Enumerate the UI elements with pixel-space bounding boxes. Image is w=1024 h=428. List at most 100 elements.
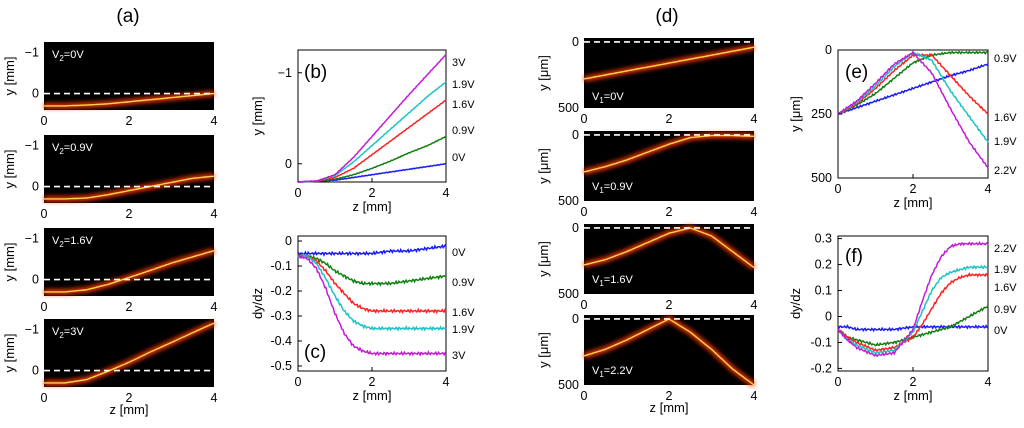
series-line-3V <box>297 253 447 357</box>
image-y-label: y [mm] <box>2 150 17 189</box>
beam-images: V2=0V−100 2 4y [mm]V2=0.9V−100 2 4y [mm]V2=1… <box>2 35 758 417</box>
image-x-tick: 4 <box>751 112 758 126</box>
y-axis-label: y [mm] <box>250 97 265 136</box>
y-tick-label: 0 <box>285 157 292 171</box>
y-tick-label: -0.2 <box>810 361 832 375</box>
series-line-1.6V <box>837 52 989 115</box>
image-y-tick: 500 <box>558 101 579 115</box>
image-y-tick: 500 <box>558 378 579 392</box>
image-y-tick: 0 <box>32 87 39 101</box>
image-x-tick: 0 <box>41 114 48 128</box>
image-x-tick: 4 <box>751 205 758 219</box>
voltage-annotation: V2=3V <box>52 326 84 340</box>
image-y-tick: −1 <box>25 45 39 59</box>
image-y-label: y [μm] <box>536 148 551 184</box>
series-end-label: 1.9V <box>994 264 1017 276</box>
y-tick-label: -0.5 <box>270 359 292 373</box>
voltage-annotation: V1=0.9V <box>592 181 634 195</box>
beam-core <box>583 46 755 80</box>
y-tick-label: -0.3 <box>270 309 292 323</box>
image-y-label: y [μm] <box>536 332 551 368</box>
image-x-tick: 4 <box>751 389 758 403</box>
image-x-tick: 4 <box>211 207 218 221</box>
x-tick-label: 0 <box>295 375 302 389</box>
image-x-tick: 2 <box>126 391 133 405</box>
series-end-label: 0.9V <box>994 304 1017 316</box>
chart-c: 0 2 4 0 -0.1 -0.2 -0.3 -0.4 -0.5 z [mm] dy/dz (c) 0V… <box>250 234 475 403</box>
image-x-tick: 0 <box>581 205 588 219</box>
x-tick-label: 0 <box>835 182 842 196</box>
series-end-label: 1.9V <box>452 324 475 336</box>
series-line-1.6V <box>297 253 447 315</box>
x-tick-label: 4 <box>443 186 450 200</box>
image-y-label: y [mm] <box>2 334 17 373</box>
y-tick-label: -0.1 <box>270 259 292 273</box>
y-tick-label: -0.4 <box>270 334 292 348</box>
image-y-tick: 0 <box>572 221 579 235</box>
image-x-tick: 0 <box>41 300 48 314</box>
y-tick-label: 0.2 <box>815 258 832 272</box>
x-tick-label: 4 <box>985 375 992 389</box>
image-y-tick: 0 <box>572 128 579 142</box>
series-line-0V <box>297 243 447 257</box>
beam-core <box>44 92 215 107</box>
chart-b: 0 2 4 −1 0 z [mm] y [mm] (b) 3V 1.9V 1.6V 0.9V 0V <box>250 49 475 214</box>
x-tick-label: 0 <box>295 186 302 200</box>
panel-label-c: (c) <box>304 342 326 363</box>
image-x-tick: 2 <box>126 114 133 128</box>
x-tick-label: 4 <box>985 182 992 196</box>
image-x-tick: 2 <box>666 112 673 126</box>
image-y-tick: 0 <box>32 364 39 378</box>
image-y-tick: 500 <box>558 287 579 301</box>
a-image-panel: V2=1.6V −1 00 2 4 y [mm] <box>2 228 218 314</box>
image-x-tick: 4 <box>211 114 218 128</box>
x-tick-label: 0 <box>835 375 842 389</box>
voltage-annotation: V2=0.9V <box>52 142 94 156</box>
image-y-label: y [mm] <box>2 57 17 96</box>
beam-core <box>44 175 215 200</box>
y-axis-label: y [μm] <box>788 96 803 132</box>
plot-area <box>297 235 447 372</box>
voltage-annotation: V1=2.2V <box>592 365 634 379</box>
series-line-2.2V <box>837 240 989 358</box>
a-image-panel: V2=0V −1 00 2 4 y [mm] <box>2 42 218 128</box>
voltage-annotation: V1=0V <box>592 91 624 105</box>
x-axis-label: z [mm] <box>353 199 392 214</box>
plot-area <box>837 235 989 372</box>
image-x-label: z [mm] <box>110 402 149 417</box>
y-tick-label: 0 <box>285 234 292 248</box>
voltage-annotation: V1=1.6V <box>592 274 634 288</box>
panel-label-e: (e) <box>845 62 868 83</box>
series-line-2.2V <box>837 49 989 169</box>
series-end-label: 1.6V <box>994 282 1017 294</box>
series-end-label: 0.9V <box>452 125 475 137</box>
x-tick-label: 4 <box>443 375 450 389</box>
series-line-0V <box>837 63 989 115</box>
y-axis-label: dy/dz <box>250 288 265 319</box>
y-tick-label: 0.1 <box>815 284 832 298</box>
y-tick-label: -0.1 <box>810 335 832 349</box>
image-y-tick: 0 <box>572 312 579 326</box>
image-background <box>584 315 754 385</box>
image-x-tick: 2 <box>126 207 133 221</box>
series-end-label: 3V <box>452 57 466 69</box>
y-tick-label: 500 <box>811 171 832 185</box>
image-x-tick: 2 <box>666 205 673 219</box>
x-axis-label: z [mm] <box>894 195 933 210</box>
image-x-tick: 0 <box>581 298 588 312</box>
series-end-label: 2.2V <box>994 243 1017 255</box>
y-tick-label: −1 <box>278 66 292 80</box>
image-x-tick: 4 <box>211 391 218 405</box>
series-line-1.6V <box>837 272 989 352</box>
image-x-tick: 0 <box>581 389 588 403</box>
x-tick-label: 2 <box>369 375 376 389</box>
figure-label-a: (a) <box>116 6 139 27</box>
a-image-panel: V2=3V −1 00 2 4 y [mm] z [mm] <box>2 319 218 417</box>
image-y-label: y [μm] <box>536 55 551 91</box>
y-tick-label: -0.2 <box>270 284 292 298</box>
image-y-label: y [μm] <box>536 241 551 277</box>
line-charts: 0 2 4 −1 0 z [mm] y [mm] (b) 3V 1.9V 1.6V 0.9V 0V 0 2 4… <box>250 43 1017 403</box>
series-end-label: 2.2V <box>994 165 1017 177</box>
